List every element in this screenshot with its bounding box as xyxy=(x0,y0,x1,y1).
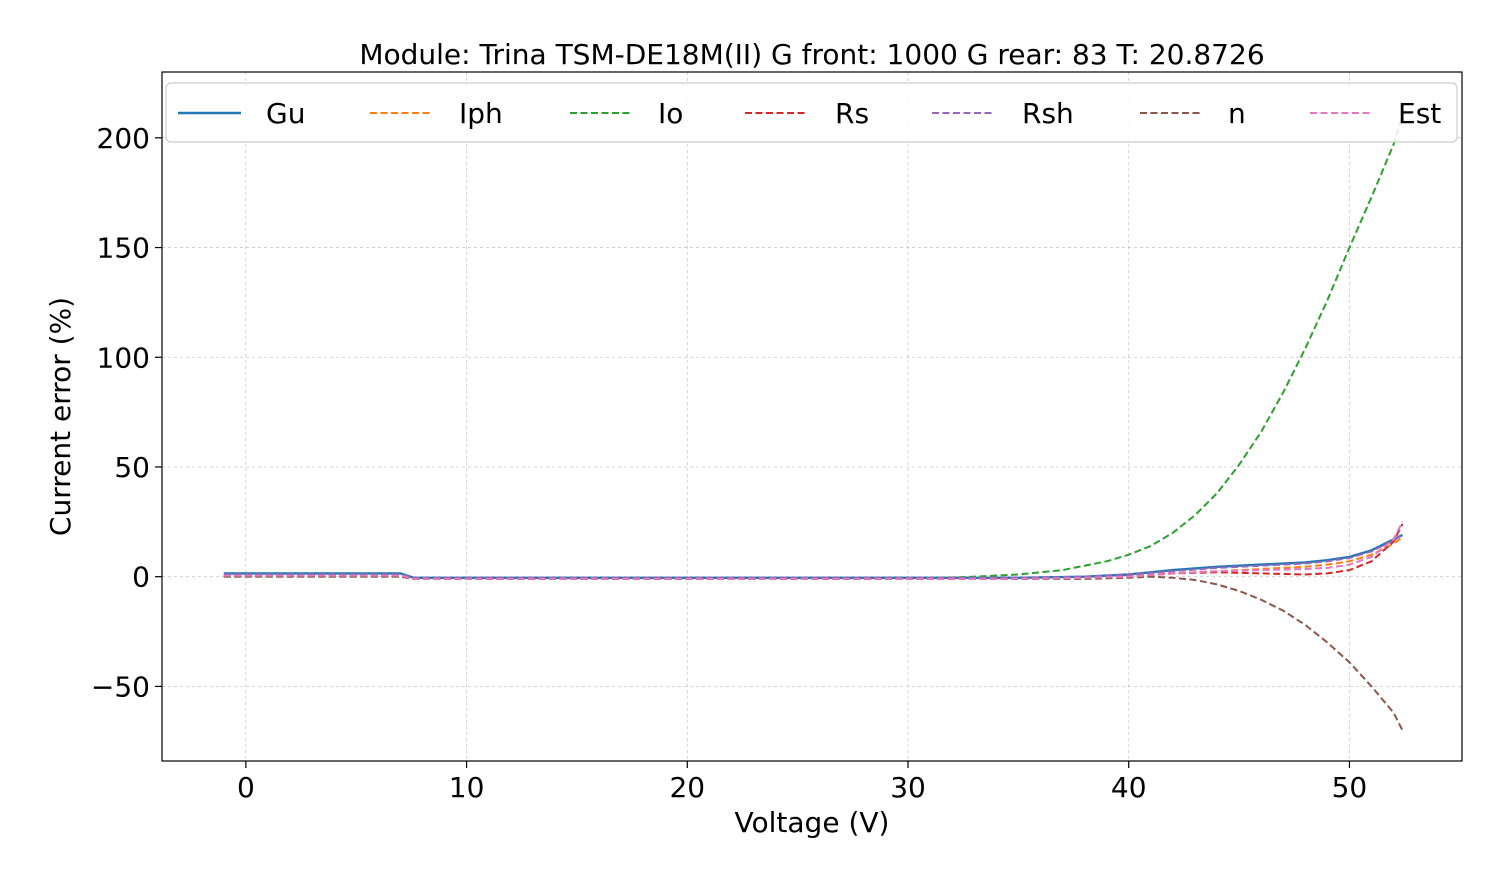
y-tick-label: 0 xyxy=(132,561,150,594)
y-tick-label: 200 xyxy=(97,122,150,155)
axes-frame xyxy=(161,71,1463,762)
y-tick-label: 100 xyxy=(97,341,150,374)
legend-label-iph: Iph xyxy=(459,97,503,130)
x-tick-label: 50 xyxy=(1332,771,1368,804)
legend-label-rs: Rs xyxy=(835,97,869,130)
legend-label-est: Est xyxy=(1398,97,1441,130)
x-tick-label: 30 xyxy=(890,771,926,804)
chart-title: Module: Trina TSM-DE18M(II) G front: 100… xyxy=(359,38,1264,71)
legend-label-n: n xyxy=(1228,97,1246,130)
x-tick-label: 40 xyxy=(1111,771,1147,804)
series-line-n xyxy=(223,575,1404,731)
grid xyxy=(162,72,1462,761)
y-tick-label: 150 xyxy=(97,232,150,265)
x-tick-label: 10 xyxy=(449,771,485,804)
x-axis-label: Voltage (V) xyxy=(735,806,890,839)
y-tick-label: −50 xyxy=(91,670,150,703)
series-line-rsh xyxy=(223,534,1403,579)
x-tick-label: 20 xyxy=(669,771,705,804)
y-axis-label: Current error (%) xyxy=(44,297,77,536)
x-tick-label: 0 xyxy=(237,771,255,804)
legend-label-rsh: Rsh xyxy=(1022,97,1074,130)
legend-label-gu: Gu xyxy=(266,97,305,130)
series-line-est xyxy=(223,521,1404,580)
y-tick-label: 50 xyxy=(114,451,150,484)
plot-area xyxy=(223,115,1404,731)
legend-label-io: Io xyxy=(658,97,683,130)
legend: Gu Iph Io Rs Rsh n Est xyxy=(165,82,1458,143)
legend-box xyxy=(165,82,1458,143)
ticks: 0 10 20 30 40 50 −50 0 50 100 150 200 xyxy=(91,122,1367,804)
series-line-io xyxy=(223,115,1404,580)
